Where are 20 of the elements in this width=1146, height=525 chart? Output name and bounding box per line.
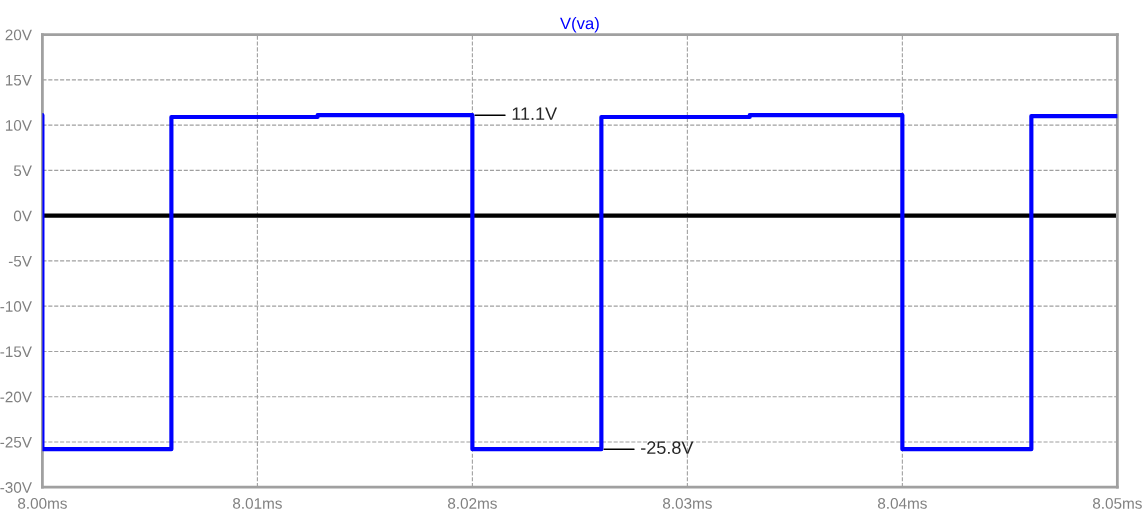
x-tick-label: 8.01ms [233, 498, 282, 509]
y-tick-label: -20V [0, 391, 32, 403]
y-tick-label: -5V [8, 255, 32, 267]
y-tick-label: -30V [0, 482, 32, 493]
x-tick-label: 8.04ms [877, 498, 927, 509]
annotation: 11.1V [512, 107, 558, 120]
x-tick-label: 8.00ms [18, 498, 67, 509]
y-tick-label: -15V [0, 346, 32, 358]
y-tick-label: 0V [13, 210, 32, 222]
chart-title: V(va) [560, 17, 599, 33]
x-tick-label: 8.03ms [662, 498, 712, 509]
y-tick-label: -25V [0, 436, 32, 448]
x-tick-label: 8.05ms [1092, 498, 1142, 509]
y-tick-label: 10V [5, 120, 32, 131]
y-tick-label: 20V [5, 29, 32, 41]
y-tick-label: 5V [13, 165, 32, 177]
x-tick-label: 8.02ms [448, 498, 497, 509]
annotation: -25.8V [641, 441, 694, 455]
y-tick-label: -10V [0, 301, 32, 312]
y-tick-label: 15V [5, 74, 32, 86]
